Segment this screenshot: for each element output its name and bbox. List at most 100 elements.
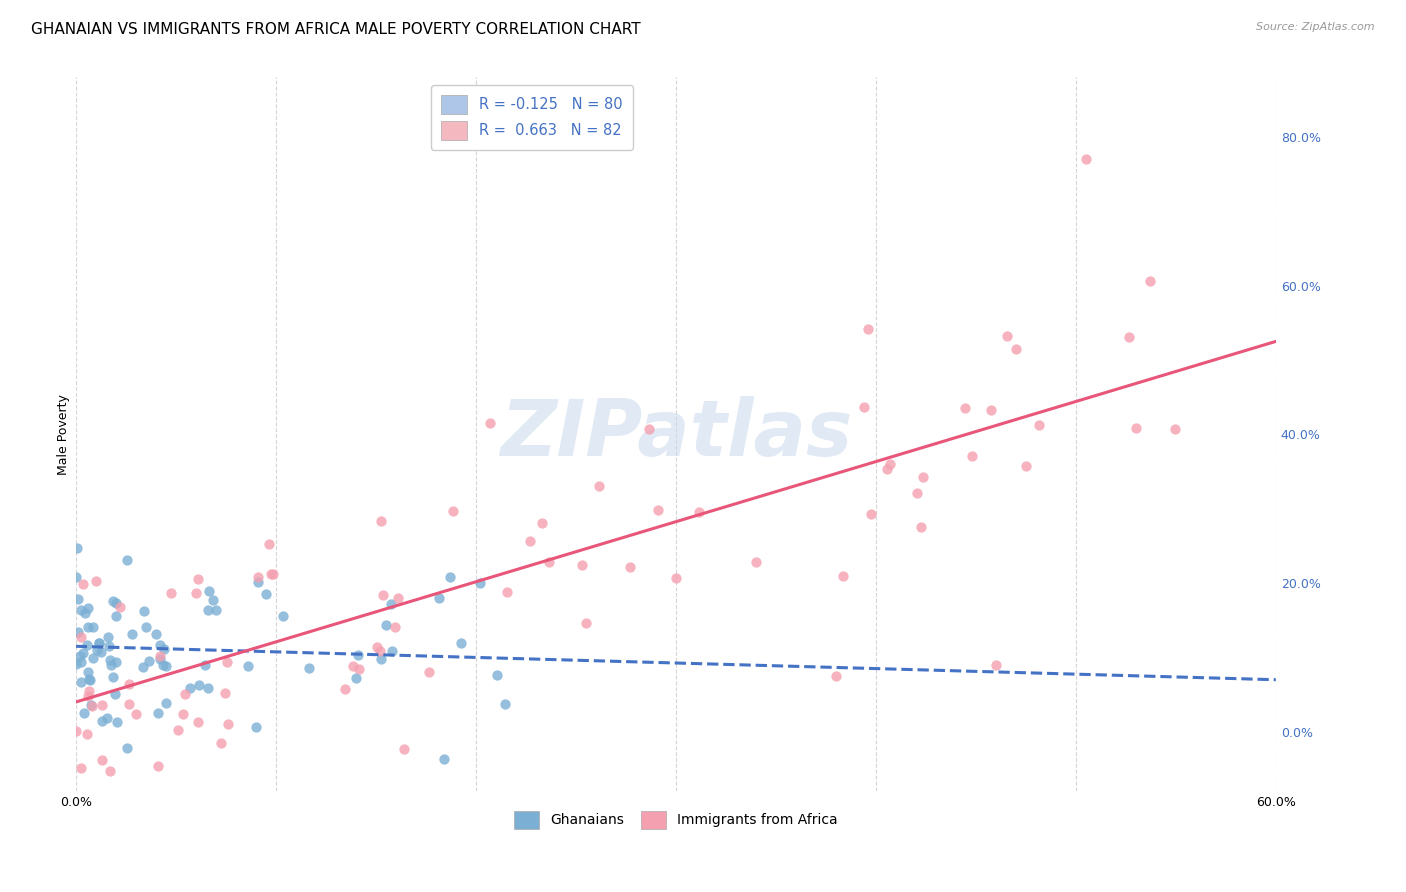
Point <box>209 736 232 750</box>
Point <box>238 659 260 673</box>
Point <box>101 670 124 684</box>
Point <box>1015 458 1038 473</box>
Point <box>876 462 898 476</box>
Point <box>366 640 388 655</box>
Point <box>853 400 876 414</box>
Point <box>76 665 98 680</box>
Point <box>149 638 172 652</box>
Point <box>384 620 406 634</box>
Point <box>494 698 516 712</box>
Point <box>910 520 932 534</box>
Point <box>82 651 104 665</box>
Point <box>90 645 112 659</box>
Point <box>96 711 118 725</box>
Point <box>247 574 270 589</box>
Point <box>152 641 174 656</box>
Point <box>537 555 560 569</box>
Point <box>86 642 108 657</box>
Point <box>104 596 127 610</box>
Point <box>260 566 283 581</box>
Point <box>73 606 96 620</box>
Point <box>77 620 100 634</box>
Point <box>370 652 392 666</box>
Point <box>980 402 1002 417</box>
Point <box>344 671 367 685</box>
Point <box>247 570 270 584</box>
Point <box>215 655 238 669</box>
Point <box>91 753 114 767</box>
Point <box>100 658 122 673</box>
Point <box>298 661 321 675</box>
Point <box>647 503 669 517</box>
Point <box>166 723 188 737</box>
Point <box>101 593 124 607</box>
Point <box>72 706 94 720</box>
Point <box>1005 343 1028 357</box>
Point <box>118 698 141 712</box>
Point <box>84 574 107 588</box>
Point <box>744 555 766 569</box>
Point <box>905 486 928 500</box>
Point <box>107 715 129 730</box>
Point <box>197 681 219 696</box>
Point <box>824 669 846 683</box>
Point <box>953 401 976 415</box>
Y-axis label: Male Poverty: Male Poverty <box>58 394 70 475</box>
Point <box>194 658 217 673</box>
Point <box>214 686 236 700</box>
Point <box>135 620 157 634</box>
Point <box>375 618 398 632</box>
Point <box>80 698 103 713</box>
Point <box>262 567 284 582</box>
Point <box>619 560 641 574</box>
Point <box>1139 274 1161 288</box>
Point <box>335 682 357 697</box>
Point <box>100 764 122 778</box>
Point <box>76 601 98 615</box>
Point <box>1125 421 1147 435</box>
Point <box>380 597 402 611</box>
Point <box>65 570 87 584</box>
Point <box>257 537 280 551</box>
Point <box>495 585 517 599</box>
Point <box>1074 153 1097 167</box>
Point <box>72 576 94 591</box>
Point <box>664 571 686 585</box>
Point <box>118 677 141 691</box>
Point <box>370 644 392 658</box>
Text: ZIPatlas: ZIPatlas <box>499 396 852 473</box>
Point <box>879 457 901 471</box>
Point <box>1118 330 1140 344</box>
Point <box>271 608 294 623</box>
Point <box>418 665 440 679</box>
Point <box>98 639 121 653</box>
Point <box>115 740 138 755</box>
Point <box>394 741 416 756</box>
Point <box>149 649 172 664</box>
Point <box>76 727 98 741</box>
Point <box>69 655 91 669</box>
Point <box>960 449 983 463</box>
Point <box>66 541 89 555</box>
Point <box>186 586 208 600</box>
Point <box>121 627 143 641</box>
Point <box>148 706 170 721</box>
Point <box>146 759 169 773</box>
Point <box>90 698 112 712</box>
Point <box>69 674 91 689</box>
Point <box>174 687 197 701</box>
Point <box>347 648 370 662</box>
Point <box>575 616 598 631</box>
Point <box>160 586 183 600</box>
Point <box>132 660 155 674</box>
Point <box>571 558 593 573</box>
Point <box>91 714 114 728</box>
Point <box>172 707 194 722</box>
Point <box>519 534 541 549</box>
Point <box>104 608 127 623</box>
Point <box>104 687 127 701</box>
Point <box>468 575 491 590</box>
Point <box>77 673 100 687</box>
Point <box>479 417 502 431</box>
Point <box>117 552 139 566</box>
